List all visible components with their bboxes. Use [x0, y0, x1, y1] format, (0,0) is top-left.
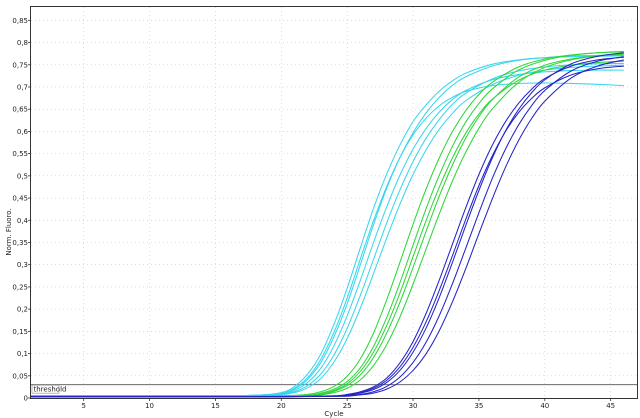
axis-ticks: 0 0,05 0,1 0,15 0,2 0,25 0,3 0,35 0,4 0,45 0,5 0,55…	[12, 17, 615, 410]
y-tick-label: 0,6	[17, 128, 29, 136]
plot-frame	[30, 6, 638, 399]
x-tick-label: 15	[211, 402, 220, 410]
y-tick-label: 0	[24, 395, 28, 403]
x-tick-label: 20	[277, 402, 286, 410]
threshold-group: threshold	[31, 384, 637, 394]
y-tick-label: 0,8	[17, 39, 28, 47]
x-tick-label: 25	[343, 402, 352, 410]
y-tick-label: 0,75	[12, 61, 28, 69]
grid-lines	[31, 7, 637, 398]
x-tick-label: 30	[409, 402, 418, 410]
x-tick-label: 45	[606, 402, 615, 410]
threshold-label: threshold	[34, 386, 67, 394]
series-curves	[30, 50, 624, 398]
y-tick-label: 0,55	[12, 150, 28, 158]
y-axis-label: Norm. Fluoro.	[5, 208, 13, 255]
curve-group1-6[interactable]	[31, 82, 624, 397]
y-tick-label: 0,3	[17, 261, 28, 269]
y-tick-label: 0,15	[12, 328, 28, 336]
y-tick-label: 0,4	[17, 217, 29, 225]
threshold-label-box	[31, 384, 60, 394]
y-tick-label: 0,35	[12, 239, 28, 247]
y-tick-label: 0,45	[12, 195, 28, 203]
y-tick-label: 0,85	[12, 17, 28, 25]
x-axis-label: Cycle	[324, 410, 343, 418]
x-tick-label: 5	[81, 402, 85, 410]
x-tick-label: 35	[474, 402, 483, 410]
y-tick-label: 0,7	[17, 83, 28, 91]
y-tick-label: 0,65	[12, 106, 28, 114]
x-tick-label: 10	[145, 402, 154, 410]
curve-group3-5[interactable]	[30, 65, 624, 398]
y-tick-label: 0,25	[12, 283, 28, 291]
x-tick-label: 40	[540, 402, 549, 410]
y-tick-label: 0,5	[17, 172, 28, 180]
y-tick-label: 0,1	[17, 350, 28, 358]
y-tick-label: 0,05	[12, 372, 28, 380]
y-tick-label: 0,2	[17, 306, 28, 314]
